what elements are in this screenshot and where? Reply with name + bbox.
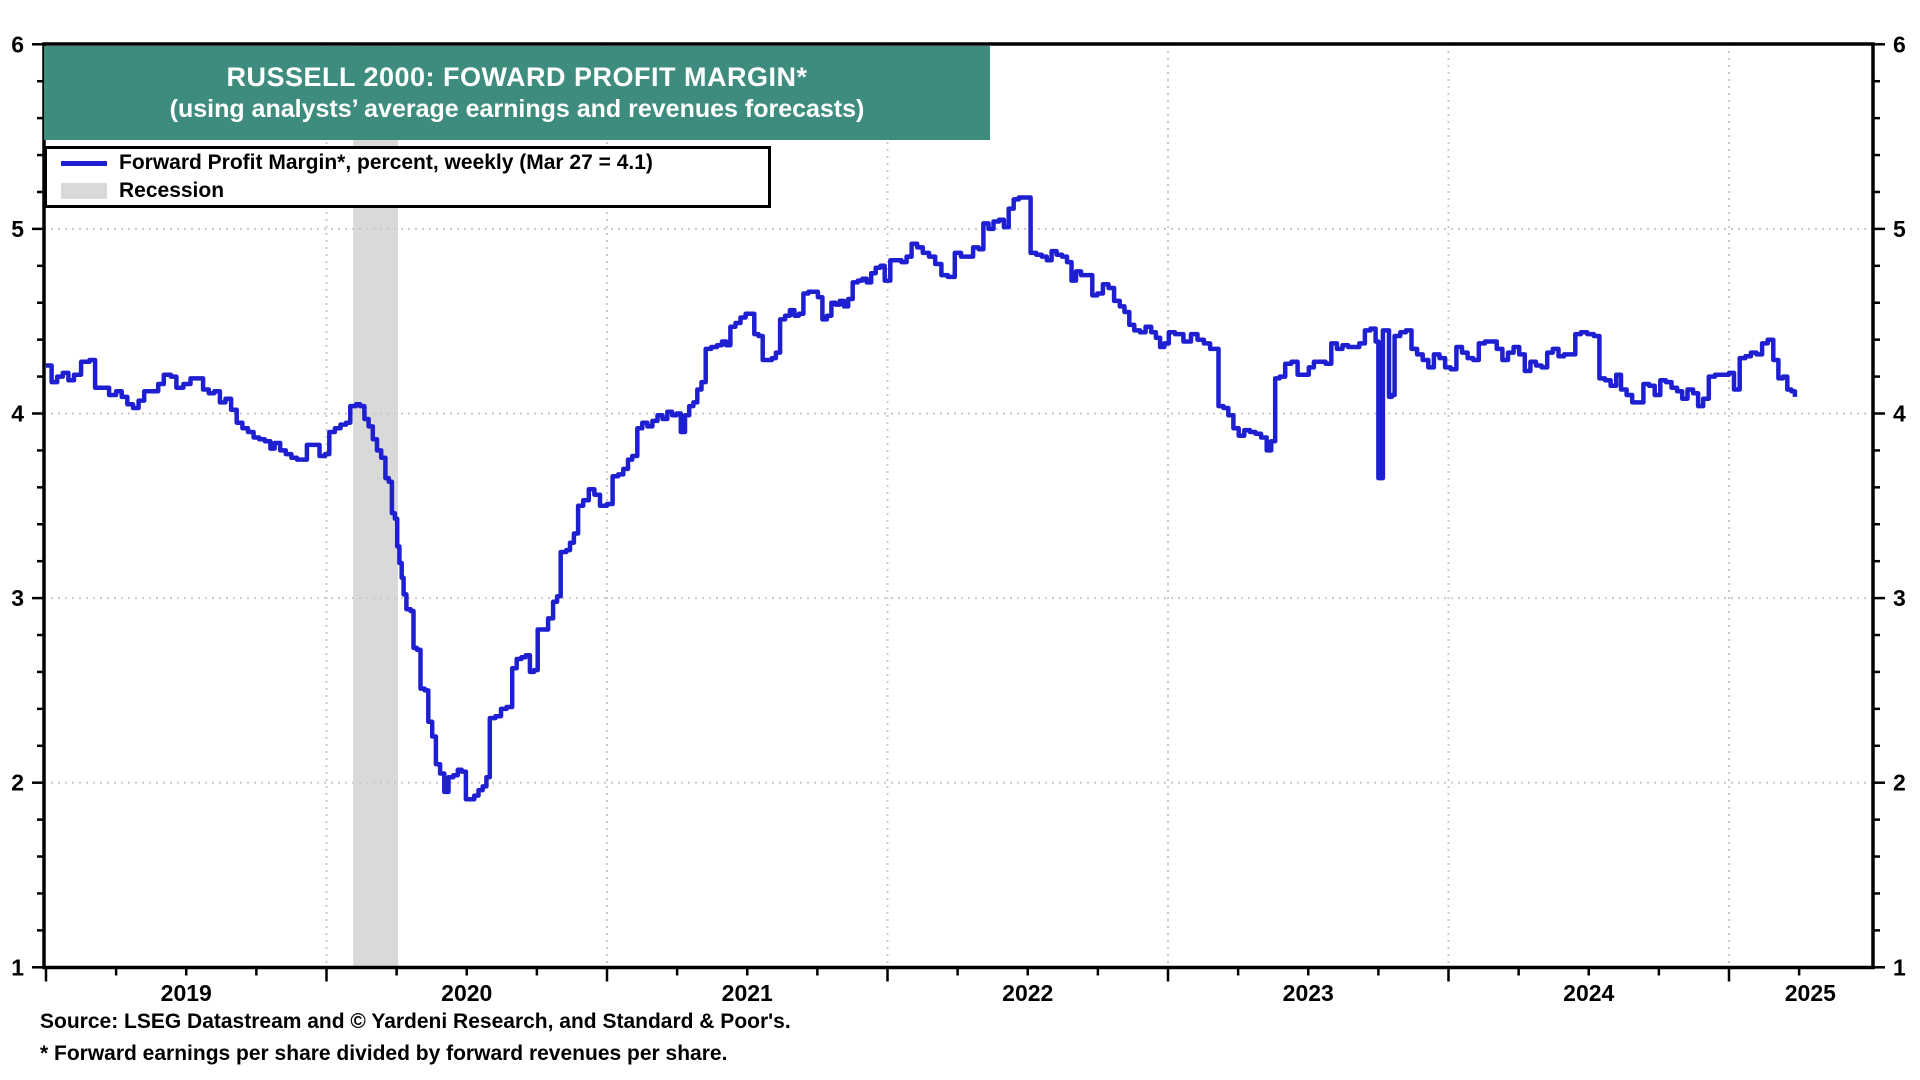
x-axis-label: 2024 [1563,980,1614,1006]
source-line: Source: LSEG Datastream and © Yardeni Re… [40,1010,791,1033]
y-axis-label-left: 2 [11,770,24,796]
forward-profit-margin-line [46,195,1798,802]
x-axis-label: 2021 [722,980,773,1006]
y-axis-label-right: 5 [1893,216,1906,242]
y-axis-label-left: 5 [11,216,24,242]
y-axis-label-right: 6 [1893,31,1906,57]
x-axis-label: 2025 [1785,980,1836,1006]
legend-row-series: Forward Profit Margin*, percent, weekly … [47,150,768,177]
x-axis-label: 2023 [1283,980,1334,1006]
y-axis-label-left: 3 [11,585,24,611]
chart-title: RUSSELL 2000: FOWARD PROFIT MARGIN* [226,61,808,92]
x-axis-label: 2022 [1002,980,1053,1006]
recession-legend-label: Recession [119,178,225,202]
y-axis-label-left: 1 [11,954,24,980]
series-legend-label: Forward Profit Margin*, percent, weekly … [119,151,653,175]
y-axis-label-right: 2 [1893,770,1906,796]
legend-row-recession: Recession [47,177,768,204]
y-axis-label-left: 4 [11,401,24,427]
y-axis-label-right: 1 [1893,954,1906,980]
x-axis-label: 2020 [441,980,492,1006]
y-axis-label-right: 3 [1893,585,1906,611]
series-line-swatch [61,160,107,166]
recession-swatch [61,182,107,199]
y-axis-label-left: 6 [11,31,24,57]
footnote-line: * Forward earnings per share divided by … [40,1042,728,1065]
legend: Forward Profit Margin*, percent, weekly … [44,146,771,208]
plot-frame [42,42,1875,970]
x-axis-label: 2019 [161,980,212,1006]
chart-subtitle: (using analysts’ average earnings and re… [169,95,865,124]
y-axis-label-right: 4 [1893,401,1906,427]
chart-title-box: RUSSELL 2000: FOWARD PROFIT MARGIN* (usi… [44,46,990,140]
